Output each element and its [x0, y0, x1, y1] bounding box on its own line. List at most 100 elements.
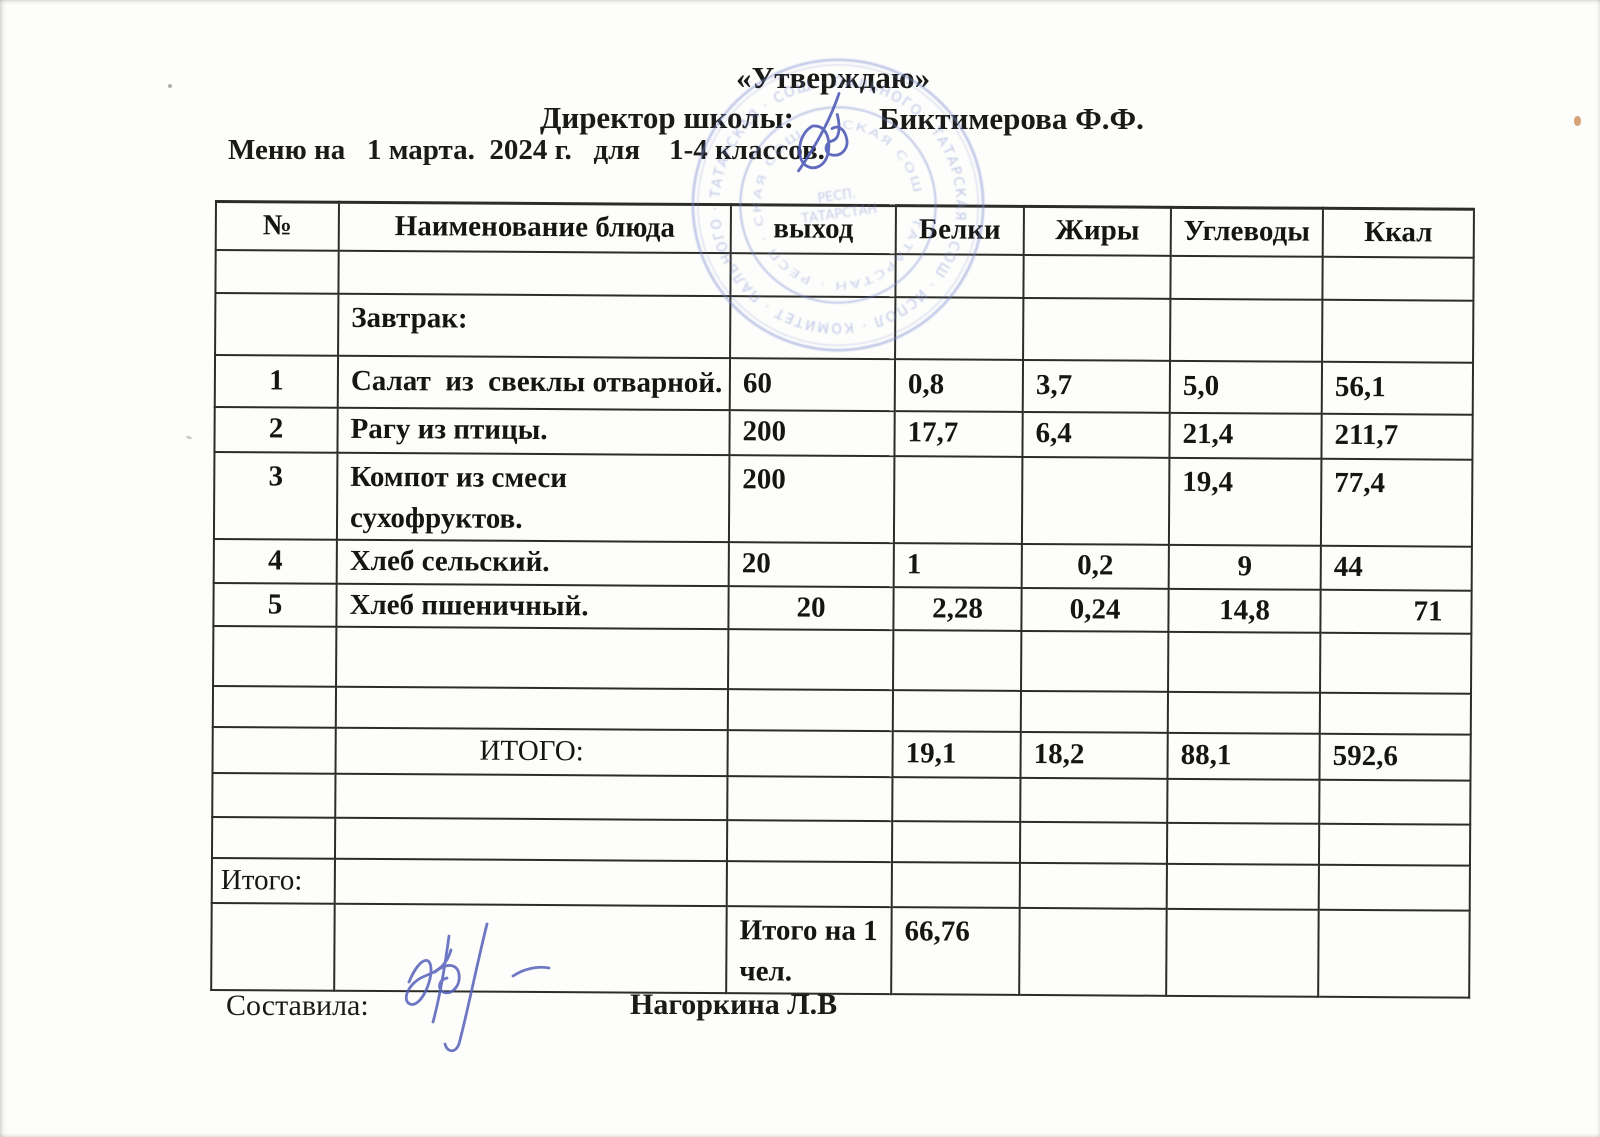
table-cell	[334, 858, 727, 907]
table-cell	[730, 252, 896, 297]
table-cell: 71	[1320, 589, 1472, 634]
table-cell: 77,4	[1320, 458, 1473, 547]
table-cell: Салат из свеклы отварной.	[337, 355, 731, 410]
table-cell	[1320, 632, 1472, 694]
composed-by-name: Нагоркина Л.В	[630, 988, 838, 1021]
scan-speck	[1574, 116, 1581, 126]
table-cell	[213, 626, 337, 687]
table-cell	[1322, 299, 1474, 363]
table-cell: 0,24	[1021, 587, 1169, 632]
column-header: Углеводы	[1170, 207, 1323, 257]
table-cell: Компот из смеси сухофруктов.	[336, 452, 730, 542]
table-cell: Хлеб сельский.	[336, 539, 729, 586]
table-header-row: № Наименование блюда выход Белки Жиры Углевод…	[215, 201, 1474, 258]
table-cell	[1021, 630, 1169, 692]
table-row: 3 Компот из смеси сухофруктов. 200 19,4 77,4	[213, 451, 1473, 547]
table-cell: 2	[214, 406, 338, 453]
table-cell	[1020, 777, 1168, 823]
table-cell: Итого:	[211, 858, 335, 904]
table-cell	[1319, 779, 1471, 825]
table-cell	[728, 629, 894, 691]
column-header: Наименование блюда	[338, 202, 731, 253]
table-cell: 56,1	[1321, 361, 1474, 415]
column-header: №	[215, 201, 339, 251]
table-row: 4 Хлеб сельский. 20 1 0,2 9 44	[213, 538, 1472, 591]
table-cell: Итого на 1 чел.	[726, 906, 892, 995]
table-row: 2 Рагу из птицы. 200 17,7 6,4 21,4 211,7	[214, 406, 1473, 460]
director-label: Директор школы:	[540, 100, 794, 135]
table-cell	[215, 249, 339, 294]
table-cell	[727, 730, 893, 778]
menu-table: № Наименование блюда выход Белки Жиры Углевод…	[210, 200, 1475, 999]
table-cell	[892, 777, 1021, 822]
table-cell: 1	[214, 354, 339, 408]
table-cell: 17,7	[894, 410, 1023, 457]
table-cell: 20	[728, 585, 894, 631]
table-cell	[1023, 297, 1171, 361]
table-cell	[1019, 862, 1167, 909]
table-cell: 200	[728, 454, 895, 543]
table-cell	[1019, 907, 1167, 997]
table-cell	[1167, 778, 1320, 824]
table-cell	[726, 861, 892, 908]
table-cell	[335, 686, 729, 731]
table-cell: 211,7	[1321, 413, 1473, 460]
table-cell: 5,0	[1169, 360, 1323, 414]
table-cell: 6,4	[1022, 411, 1170, 458]
table-cell	[893, 455, 1023, 544]
table-cell	[893, 630, 1022, 691]
table-cell	[1166, 908, 1319, 998]
table-cell: 0,8	[894, 358, 1024, 412]
table-cell: 4	[213, 538, 337, 584]
table-cell	[1021, 456, 1170, 545]
column-header: Жиры	[1023, 206, 1171, 256]
table-cell	[1020, 690, 1169, 733]
composer-signature	[404, 922, 551, 1052]
table-cell: 14,8	[1168, 588, 1321, 633]
table-cell	[891, 821, 1021, 863]
table-cell: 1	[893, 542, 1022, 588]
table-cell: Завтрак:	[338, 293, 731, 358]
table-cell	[727, 776, 893, 822]
table-cell	[334, 817, 728, 862]
column-header: выход	[730, 204, 896, 254]
table-cell: Хлеб пшеничный.	[336, 583, 729, 630]
table-cell	[895, 253, 1024, 298]
table-cell	[726, 820, 893, 863]
table-row: 5 Хлеб пшеничный. 20 2,28 0,24 14,8 71	[213, 582, 1472, 634]
table-cell	[1019, 821, 1168, 864]
table-cell	[1168, 631, 1321, 693]
director-name: Биктимерова Ф.Ф.	[879, 101, 1144, 136]
composed-by-label: Составила:	[226, 989, 369, 1022]
column-header: Ккал	[1322, 208, 1474, 258]
table-cell: 5	[213, 582, 337, 627]
table-cell: 592,6	[1319, 733, 1471, 781]
table-cell	[338, 250, 731, 296]
director-signature	[797, 91, 849, 173]
table-cell: 3,7	[1022, 359, 1171, 413]
table-cell: 0,2	[1021, 543, 1169, 589]
table-cell	[1170, 255, 1323, 300]
table-cell: 60	[729, 357, 896, 411]
table-cell: 19,1	[892, 731, 1021, 778]
table-cell	[1167, 691, 1321, 734]
table-cell	[211, 817, 336, 859]
table-row: ИТОГО: 19,1 18,2 88,1 592,6	[212, 727, 1471, 781]
table-cell	[1318, 823, 1471, 866]
table-row	[215, 249, 1474, 301]
table-row: 1 Салат из свеклы отварной. 60 0,8 3,7 5,0 56,…	[214, 354, 1474, 415]
table-cell: ИТОГО:	[335, 727, 728, 777]
menu-title: Меню на 1 марта. 2024 г. для 1-4 классов…	[228, 134, 825, 166]
table-cell	[1318, 909, 1470, 999]
table-cell	[212, 773, 336, 818]
table-cell: 9	[1168, 544, 1321, 590]
table-cell: Рагу из птицы.	[337, 407, 730, 455]
table-cell: 44	[1320, 545, 1472, 591]
table-row: Итого:	[211, 858, 1470, 911]
table-row: Завтрак:	[215, 292, 1474, 363]
table-cell	[895, 296, 1024, 360]
table-cell: 3	[213, 451, 338, 540]
table-row	[212, 773, 1471, 825]
table-cell	[336, 626, 729, 690]
